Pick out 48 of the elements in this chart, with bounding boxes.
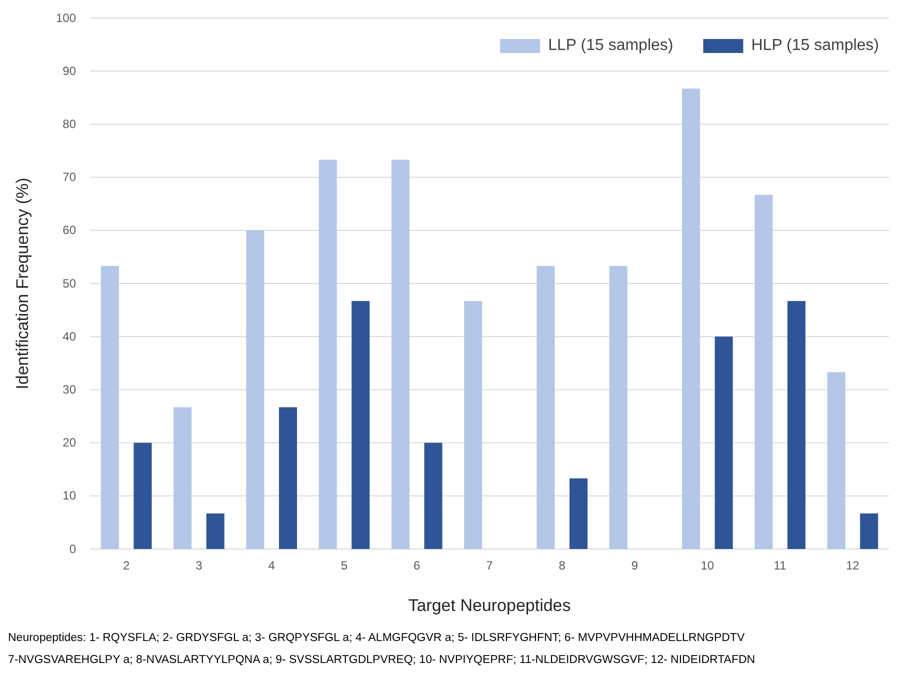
x-tick-label: 12: [846, 558, 860, 573]
x-tick-label: 11: [774, 558, 787, 573]
bar: [278, 407, 298, 549]
bar: [352, 301, 370, 549]
x-tick-label: 9: [631, 558, 638, 573]
y-tick-label: 80: [62, 117, 76, 132]
y-tick-label: 60: [62, 223, 76, 238]
bar: [100, 266, 119, 549]
bar: [206, 513, 224, 549]
y-tick-label: 10: [62, 488, 76, 503]
bar: [246, 230, 264, 549]
bar: [682, 88, 700, 549]
bar: [174, 407, 192, 549]
bar: [424, 442, 442, 549]
bar: [609, 266, 628, 549]
y-tick-label: 100: [56, 10, 76, 25]
bar: [860, 513, 878, 549]
legend-label: LLP (15 samples): [548, 37, 674, 54]
x-tick-label: 10: [700, 558, 714, 573]
y-axis-title: Identification Frequency (%): [13, 178, 32, 390]
x-tick-label: 3: [196, 558, 203, 573]
y-tick-label: 90: [62, 64, 76, 78]
bar: [134, 442, 152, 549]
y-tick-label: 40: [62, 329, 76, 344]
bar: [570, 478, 588, 549]
x-tick-label: 2: [122, 558, 130, 573]
y-tick-label: 50: [62, 276, 76, 290]
bar: [391, 160, 410, 549]
x-tick-label: 7: [486, 558, 494, 573]
bar: [827, 372, 846, 549]
legend-label: HLP (15 samples): [751, 37, 879, 54]
y-tick-label: 70: [62, 170, 76, 184]
bar: [787, 301, 806, 549]
x-tick-label: 8: [558, 558, 566, 573]
bar: [464, 301, 482, 549]
x-tick-label: 4: [268, 558, 276, 573]
x-tick-label: 6: [414, 558, 421, 573]
text: 7-NVGSVAREHGLPY a; 8-NVASLARTYYLPQNA a; 9- SVSSLARTGDLPVREQ; 10- NVPIYQEPRF; 11-NLDEIDRVGWSGVF; 12- NIDEIDRTAFDN: [8, 654, 756, 666]
y-tick-label: 0: [69, 542, 76, 556]
y-tick-label: 30: [62, 382, 76, 397]
y-tick-label: 20: [62, 436, 76, 450]
text: Neuropeptides: 1- RQYSFLA; 2- GRDYSFGL a; 3- GRQPYSFGL a; 4- ALMGFQGVR a; 5- IDLSRFYGHFNT; 6- MVPVPVHHMADELLRNGPDTV: [8, 632, 745, 644]
bar: [754, 194, 773, 549]
bar: [714, 336, 733, 549]
x-tick-label: 5: [340, 558, 348, 573]
x-axis-title: Target Neuropeptides: [408, 596, 571, 615]
bar: [318, 160, 337, 549]
bar: [536, 266, 555, 549]
